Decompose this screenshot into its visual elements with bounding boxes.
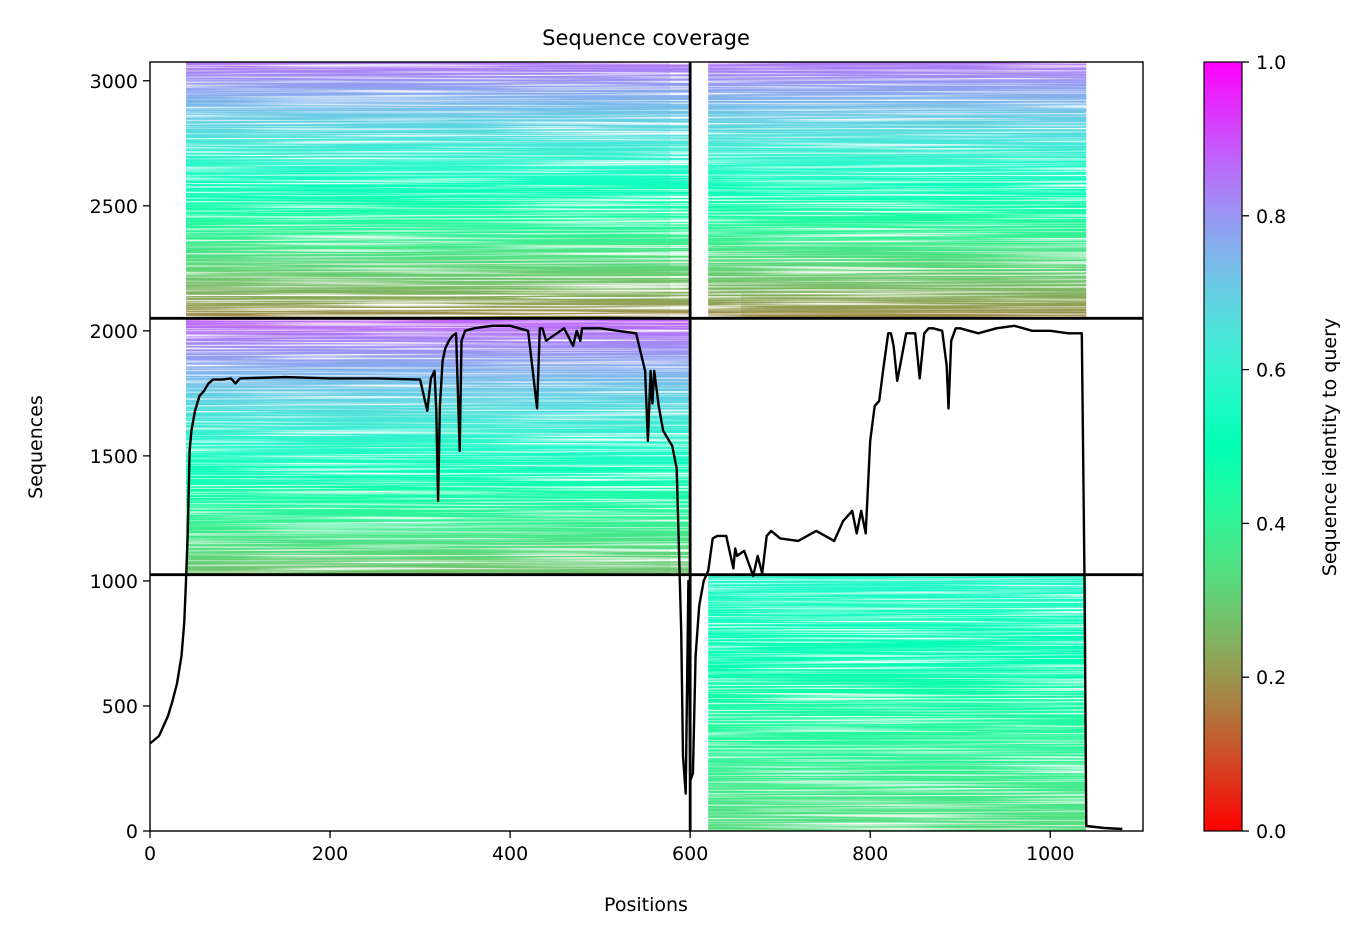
y-tick-label: 0 — [126, 821, 138, 843]
x-axis-ticks: 0 200 400 600 800 1000 — [144, 831, 1074, 865]
y-axis-label: Sequences — [25, 395, 47, 499]
x-tick-label: 800 — [852, 843, 888, 865]
x-tick-label: 200 — [312, 843, 348, 865]
colorbar-tick-label: 0.8 — [1256, 206, 1286, 228]
alignment-gaps — [708, 62, 1087, 319]
y-tick-label: 2000 — [90, 321, 138, 343]
colorbar-tick-label: 0.6 — [1256, 360, 1286, 382]
y-tick-label: 3000 — [90, 71, 138, 93]
alignment-blocks — [186, 62, 1087, 831]
alignment-gaps — [708, 574, 1087, 831]
coverage-line — [150, 324, 1123, 831]
colorbar: 0.0 0.2 0.4 0.6 0.8 1.0 Sequence identity to … — [1203, 52, 1341, 843]
colorbar-ticks: 0.0 0.2 0.4 0.6 0.8 1.0 — [1242, 52, 1286, 843]
colorbar-tick-label: 0.4 — [1256, 513, 1286, 535]
y-tick-label: 1000 — [90, 571, 138, 593]
x-tick-label: 1000 — [1026, 843, 1074, 865]
plot-area — [150, 62, 1143, 831]
colorbar-label: Sequence identity to query — [1319, 318, 1341, 576]
y-tick-label: 2500 — [90, 196, 138, 218]
colorbar-tick-label: 0.0 — [1256, 821, 1286, 843]
alignment-gaps — [186, 62, 691, 319]
y-tick-label: 500 — [102, 696, 138, 718]
x-tick-label: 0 — [144, 843, 156, 865]
y-axis-ticks: 0 500 1000 1500 2000 2500 3000 — [90, 71, 150, 843]
colorbar-tick-label: 0.2 — [1256, 667, 1286, 689]
colorbar-bar — [1203, 61, 1243, 832]
x-tick-label: 600 — [672, 843, 708, 865]
colorbar-tick-label: 1.0 — [1256, 52, 1286, 74]
x-axis-label: Positions — [604, 894, 688, 916]
y-tick-label: 1500 — [90, 446, 138, 468]
x-tick-label: 400 — [492, 843, 528, 865]
plot-frame — [149, 61, 1144, 832]
chart-title: Sequence coverage — [542, 26, 750, 50]
